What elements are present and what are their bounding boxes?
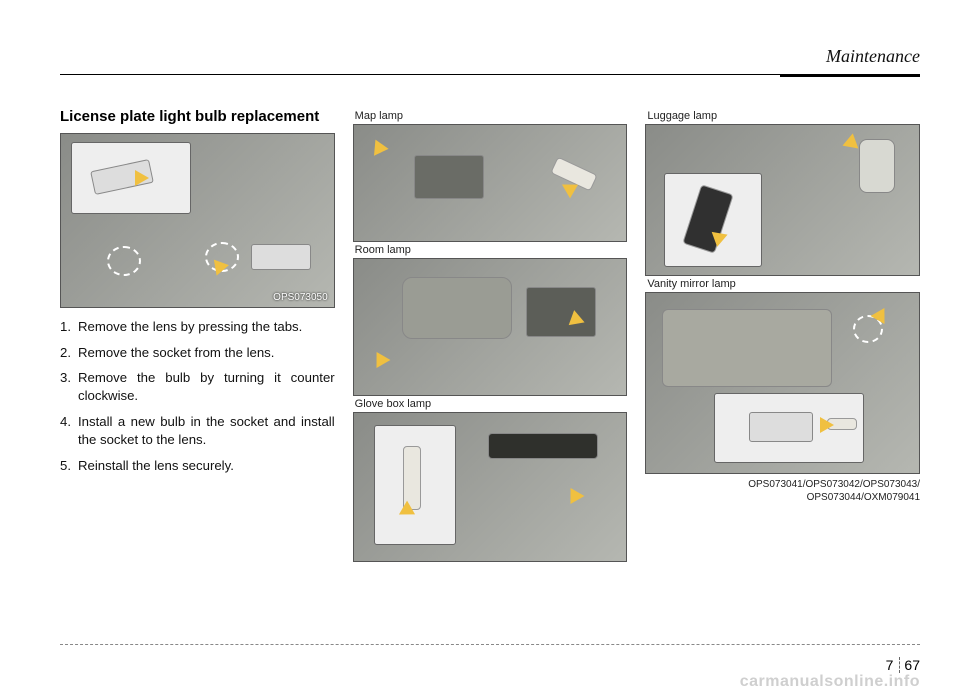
step-item: 1.Remove the lens by pressing the tabs. (60, 318, 335, 336)
vanity-lens-icon (749, 412, 813, 442)
lens-icon (251, 244, 311, 270)
step-number: 5. (60, 457, 78, 475)
step-text: Remove the socket from the lens. (78, 344, 274, 362)
heading-license-plate: License plate light bulb replacement (60, 108, 335, 127)
step-number: 1. (60, 318, 78, 336)
step-text: Install a new bulb in the socket and ins… (78, 413, 335, 449)
figure-luggage-lamp (645, 124, 920, 276)
dome-housing-icon (402, 277, 512, 339)
step-number: 4. (60, 413, 78, 449)
glovebox-slot-icon (488, 433, 598, 459)
procedure-steps: 1.Remove the lens by pressing the tabs. … (60, 318, 335, 483)
page-number-value: 67 (904, 657, 920, 673)
figure-code: OPS073050 (273, 292, 328, 303)
page-number: 7 67 (886, 657, 920, 673)
callout-inset (374, 425, 456, 545)
step-number: 3. (60, 369, 78, 405)
figure-license-plate: OPS073050 (60, 133, 335, 308)
column-2: Map lamp Room lamp Glove box lamp (353, 108, 628, 599)
arrow-icon (820, 417, 834, 433)
step-text: Remove the lens by pressing the tabs. (78, 318, 302, 336)
figure-codes-line: OPS073044/OXM079041 (645, 491, 920, 504)
arrow-icon (564, 488, 585, 508)
luggage-lens-icon (859, 139, 895, 193)
manual-page: Maintenance License plate light bulb rep… (0, 0, 960, 689)
callout-inset (71, 142, 191, 214)
step-text: Remove the bulb by turning it counter cl… (78, 369, 335, 405)
callout-inset (664, 173, 762, 267)
figure-codes-block: OPS073041/OPS073042/OPS073043/ OPS073044… (645, 478, 920, 504)
caption-vanity-lamp: Vanity mirror lamp (647, 278, 920, 290)
step-number: 2. (60, 344, 78, 362)
chapter-number: 7 (886, 657, 901, 673)
caption-luggage-lamp: Luggage lamp (647, 110, 920, 122)
step-item: 5.Reinstall the lens securely. (60, 457, 335, 475)
step-text: Reinstall the lens securely. (78, 457, 234, 475)
watermark-text: carmanualsonline.info (740, 673, 920, 691)
header-rule-thick (780, 74, 920, 77)
step-item: 3.Remove the bulb by turning it counter … (60, 369, 335, 405)
step-item: 2.Remove the socket from the lens. (60, 344, 335, 362)
section-header: Maintenance (826, 46, 920, 67)
arrow-icon (369, 352, 390, 372)
figure-vanity-lamp (645, 292, 920, 474)
column-3: Luggage lamp Vanity mirror lamp (645, 108, 920, 599)
caption-room-lamp: Room lamp (355, 244, 628, 256)
footer-divider (60, 644, 920, 645)
figure-room-lamp (353, 258, 628, 396)
tab-indicator-left (107, 246, 141, 276)
figure-codes-line: OPS073041/OPS073042/OPS073043/ (645, 478, 920, 491)
socket-cavity-icon (526, 287, 596, 337)
arrow-icon (135, 170, 149, 186)
arrow-icon (367, 140, 388, 161)
figure-glovebox-lamp (353, 412, 628, 562)
callout-inset (714, 393, 864, 463)
content-columns: License plate light bulb replacement OPS… (60, 108, 920, 599)
console-panel-icon (414, 155, 484, 199)
caption-glovebox-lamp: Glove box lamp (355, 398, 628, 410)
step-item: 4.Install a new bulb in the socket and i… (60, 413, 335, 449)
sun-visor-icon (662, 309, 832, 387)
column-1: License plate light bulb replacement OPS… (60, 108, 335, 599)
header-rule-thin (60, 74, 780, 75)
caption-map-lamp: Map lamp (355, 110, 628, 122)
figure-map-lamp (353, 124, 628, 242)
